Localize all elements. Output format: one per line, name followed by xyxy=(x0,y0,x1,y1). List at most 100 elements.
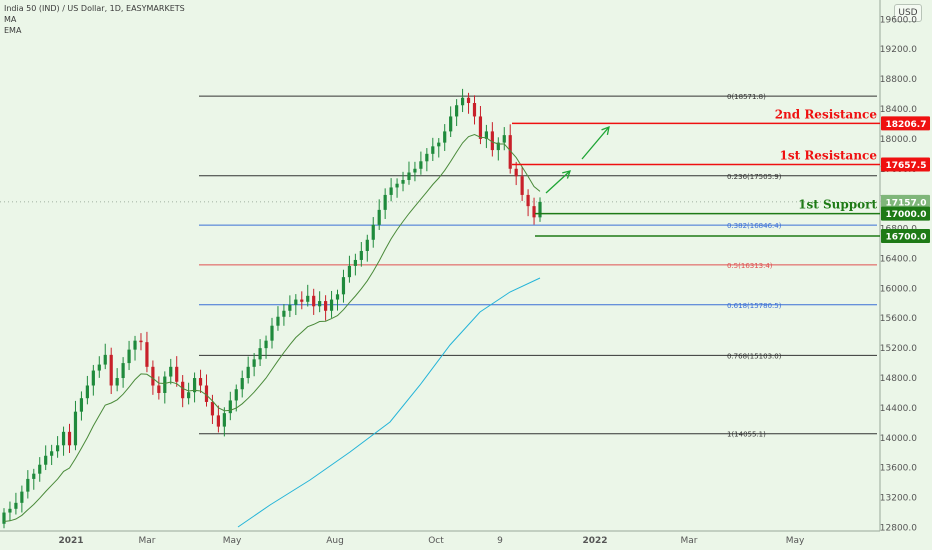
resistance-label: 2nd Resistance xyxy=(775,107,878,121)
candle-body xyxy=(38,464,42,474)
price-tag xyxy=(881,206,930,221)
candle-body xyxy=(455,105,459,117)
ma-200-line xyxy=(237,277,541,528)
candle-body xyxy=(359,250,363,260)
y-tick-label: 13200.0 xyxy=(880,494,917,504)
y-tick-label: 13600.0 xyxy=(880,464,917,474)
candle-body xyxy=(276,316,280,326)
candle-body xyxy=(449,116,453,132)
candle-body xyxy=(395,183,399,188)
resistance-label: 1st Resistance xyxy=(780,148,878,162)
candle-body xyxy=(61,431,66,446)
y-tick-label: 15200.0 xyxy=(880,344,917,354)
x-tick-label: 2022 xyxy=(582,536,607,546)
y-tick-label: 15600.0 xyxy=(880,314,917,324)
candle-body xyxy=(258,348,262,360)
y-tick-label: 14000.0 xyxy=(880,434,917,444)
candle-body xyxy=(377,209,381,225)
candle-body xyxy=(401,179,405,184)
candle-body xyxy=(270,325,274,341)
y-tick-label: 18800.0 xyxy=(880,75,917,85)
ema-line xyxy=(3,133,541,522)
candle-body xyxy=(216,415,220,427)
candle-body xyxy=(466,97,471,104)
x-tick-label: Mar xyxy=(681,536,698,546)
price-tag xyxy=(881,116,930,131)
candle-body xyxy=(145,342,149,367)
candle-body xyxy=(508,135,512,169)
candle-body xyxy=(282,310,286,317)
fib-level-label: 0(18571.8) xyxy=(727,93,766,101)
fib-level-label: 0.236(17505.9) xyxy=(727,173,782,181)
support-label: 1st Support xyxy=(798,198,877,212)
candle-body xyxy=(294,299,298,305)
candle-body xyxy=(234,389,238,401)
fib-level-label: 1(14055.1) xyxy=(727,431,766,439)
candle-body xyxy=(318,301,322,307)
candle-body xyxy=(329,299,334,311)
y-tick-label: 18000.0 xyxy=(880,135,917,145)
candle-body xyxy=(103,354,107,365)
x-tick-label: May xyxy=(786,536,805,546)
candle-body xyxy=(306,295,310,302)
candle-body xyxy=(151,366,155,386)
x-tick-label: 2021 xyxy=(58,536,83,546)
fib-level-label: 0.5(16313.4) xyxy=(727,262,773,270)
candle-body xyxy=(210,401,215,416)
candle-body xyxy=(520,176,524,195)
candle-body xyxy=(526,194,530,207)
y-tick-label: 12800.0 xyxy=(880,524,917,534)
candle-body xyxy=(192,378,197,393)
candle-body xyxy=(240,378,244,390)
candle-body xyxy=(222,413,226,427)
candle-body xyxy=(538,201,542,218)
price-tag-label: 18206.7 xyxy=(886,120,927,130)
candle-body xyxy=(300,299,304,302)
candle-body xyxy=(198,378,203,386)
projection-arrow xyxy=(545,170,571,194)
fib-level-label: 0.618(15780.5) xyxy=(727,302,782,310)
candle-body xyxy=(157,385,161,393)
chart-header: India 50 (IND) / US Dollar, 1D, EASYMARK… xyxy=(4,3,185,36)
candle-body xyxy=(419,161,423,169)
candle-body xyxy=(32,473,36,479)
candle-body xyxy=(56,445,60,452)
candle-body xyxy=(85,385,89,399)
symbol-title: India 50 (IND) / US Dollar, 1D, EASYMARK… xyxy=(4,4,185,13)
y-tick-label: 16000.0 xyxy=(880,284,917,294)
candle-body xyxy=(383,194,387,210)
candle-body xyxy=(163,376,167,393)
y-tick-label: 19600.0 xyxy=(880,15,917,25)
candle-body xyxy=(2,512,6,524)
candle-body xyxy=(67,431,72,446)
candle-body xyxy=(246,366,250,379)
candle-body xyxy=(169,366,173,377)
candle-body xyxy=(8,508,12,513)
projection-arrowhead xyxy=(601,125,610,135)
candle-body xyxy=(484,131,488,139)
candle-body xyxy=(73,411,78,446)
candle-body xyxy=(437,142,441,147)
candle-body xyxy=(26,478,30,492)
price-tag-label: 17657.5 xyxy=(886,161,927,171)
candle-body xyxy=(14,502,18,509)
candle-body xyxy=(79,398,84,412)
candle-body xyxy=(139,340,143,343)
candle-body xyxy=(97,364,101,371)
candle-body xyxy=(443,131,447,143)
candle-body xyxy=(204,385,209,402)
price-tag-label: 16700.0 xyxy=(886,233,927,243)
price-tag-label: 17157.0 xyxy=(886,198,927,208)
candle-body xyxy=(127,349,131,364)
candle-body xyxy=(365,239,369,251)
candle-body xyxy=(502,135,506,143)
price-tag xyxy=(881,194,930,209)
fib-level-label: 0.382(16846.4) xyxy=(727,222,782,230)
candle-body xyxy=(407,172,411,180)
currency-button[interactable]: USD xyxy=(894,4,922,22)
price-tag xyxy=(881,229,930,244)
candle-body xyxy=(347,265,352,278)
candle-body xyxy=(389,187,393,195)
candle-body xyxy=(175,366,179,382)
